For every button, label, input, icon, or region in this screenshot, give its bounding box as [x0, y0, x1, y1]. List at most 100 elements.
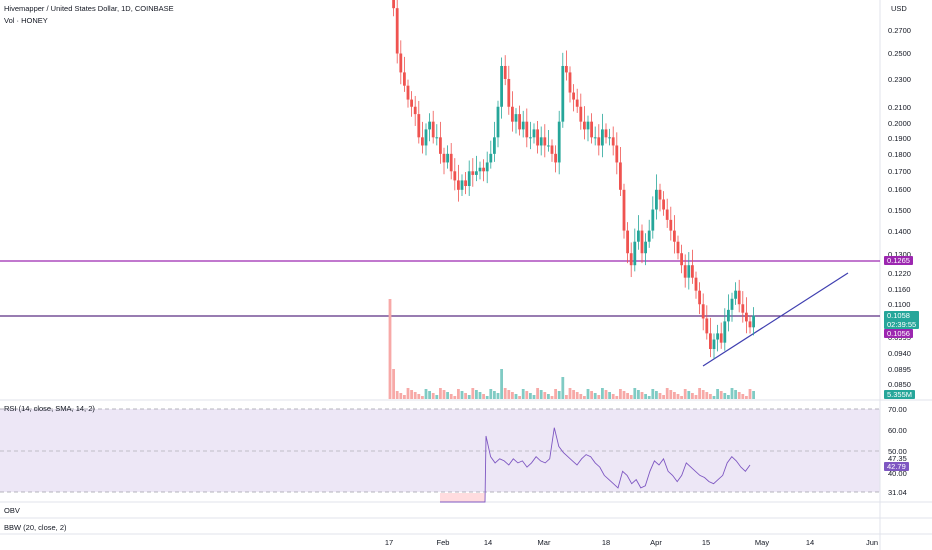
candle-body — [640, 230, 644, 254]
date-tick-label: Mar — [537, 538, 551, 547]
rsi-band — [0, 409, 880, 492]
date-tick-label: 14 — [483, 538, 493, 547]
volume-bar — [723, 393, 727, 399]
volume-bar — [435, 395, 439, 399]
price-tick-label: 0.2500 — [888, 49, 911, 58]
volume-bar — [428, 391, 431, 399]
bbw-legend[interactable]: BBW (20, close, 2) — [4, 523, 67, 532]
price-tick-label: 0.1500 — [888, 206, 911, 215]
volume-bar — [514, 394, 518, 399]
candle-body — [583, 121, 586, 130]
candle-body — [410, 99, 413, 107]
volume-bar — [615, 396, 619, 399]
support-price-tag: 0.1056 — [884, 329, 913, 338]
candle-body — [392, 0, 395, 9]
volume-bar — [467, 395, 471, 399]
candle-body — [478, 167, 482, 172]
rsi-level-3104: 31.04 — [888, 488, 907, 497]
candle-body — [460, 180, 464, 190]
rsi-legend[interactable]: RSI (14, close, SMA, 14, 2) — [4, 404, 95, 413]
volume-bar — [683, 389, 687, 399]
candle-body — [496, 106, 500, 138]
candle-body — [745, 312, 748, 322]
volume-bar — [557, 391, 561, 399]
volume-bar — [547, 394, 550, 399]
candle-body — [698, 290, 701, 305]
candle-body — [730, 298, 734, 310]
volume-bar — [705, 392, 709, 399]
volume-legend[interactable]: Vol · HONEY — [4, 16, 48, 25]
candle-body — [665, 209, 669, 220]
volume-bar — [475, 390, 478, 399]
rsi-oversold-fill — [440, 493, 485, 502]
rsi-level-4735: 47.35 — [888, 454, 907, 463]
price-tick-label: 0.1160 — [888, 285, 911, 294]
candle-body — [608, 137, 611, 139]
volume-bar — [734, 390, 737, 399]
rsi-level-70: 70.00 — [888, 405, 907, 414]
volume-bar — [662, 395, 665, 399]
rsi-level-40: 40.00 — [888, 469, 907, 478]
candle-body — [658, 189, 662, 200]
volume-bar — [719, 391, 723, 399]
volume-bar — [442, 390, 446, 399]
candle-body — [572, 92, 575, 100]
candle-body — [680, 253, 683, 266]
volume-bar — [586, 389, 590, 399]
volume-bar — [493, 391, 496, 399]
volume-bar — [561, 377, 565, 399]
volume-bar — [647, 396, 651, 399]
volume-bar — [665, 388, 669, 399]
obv-legend[interactable]: OBV — [4, 506, 20, 515]
candle-body — [619, 162, 622, 190]
candle-body — [507, 78, 511, 107]
volume-bar — [464, 393, 467, 399]
volume-bar — [403, 395, 406, 399]
candles-group — [392, 0, 755, 359]
price-tick-label: 0.1900 — [888, 134, 911, 143]
candle-body — [683, 265, 687, 278]
volume-bar — [417, 394, 421, 399]
volume-bar — [691, 393, 694, 399]
volume-bar — [730, 388, 734, 399]
volume-bar — [449, 394, 453, 399]
volume-bar — [500, 369, 503, 399]
volume-bar — [604, 390, 608, 399]
candle-body — [673, 230, 676, 242]
candle-body — [421, 137, 424, 146]
volume-bar — [676, 394, 680, 399]
candle-body — [694, 277, 698, 291]
volume-bar — [406, 388, 410, 399]
candle-body — [593, 137, 597, 139]
volume-bar — [611, 394, 615, 399]
resistance-price-tag: 0.1265 — [884, 256, 913, 265]
date-tick-label: 18 — [601, 538, 611, 547]
candle-body — [467, 171, 471, 187]
date-tick-label: Apr — [650, 538, 662, 547]
candle-body — [525, 121, 529, 138]
volume-bar — [701, 390, 705, 399]
volume-bar — [608, 392, 611, 399]
price-tick-label: 0.1600 — [888, 185, 911, 194]
currency-label[interactable]: USD — [891, 4, 907, 13]
candle-body — [615, 145, 619, 163]
volume-bar — [709, 394, 712, 399]
candle-body — [503, 65, 507, 79]
volume-bar — [550, 396, 554, 399]
volume-bars-group — [388, 299, 755, 399]
volume-bar — [694, 395, 698, 399]
symbol-title[interactable]: Hivemapper / United States Dollar, 1D, C… — [4, 4, 174, 13]
volume-bar — [673, 392, 676, 399]
volume-bar — [745, 396, 748, 399]
volume-bar — [590, 391, 593, 399]
date-tick-label: Jun — [865, 538, 879, 547]
candle-body — [395, 8, 399, 54]
candle-body — [723, 321, 727, 343]
candle-body — [406, 85, 410, 100]
volume-bar — [511, 392, 514, 399]
candle-body — [413, 106, 417, 115]
rsi-line — [440, 427, 751, 503]
countdown-timer: 02:39:55 — [887, 320, 917, 329]
volume-bar — [543, 392, 547, 399]
